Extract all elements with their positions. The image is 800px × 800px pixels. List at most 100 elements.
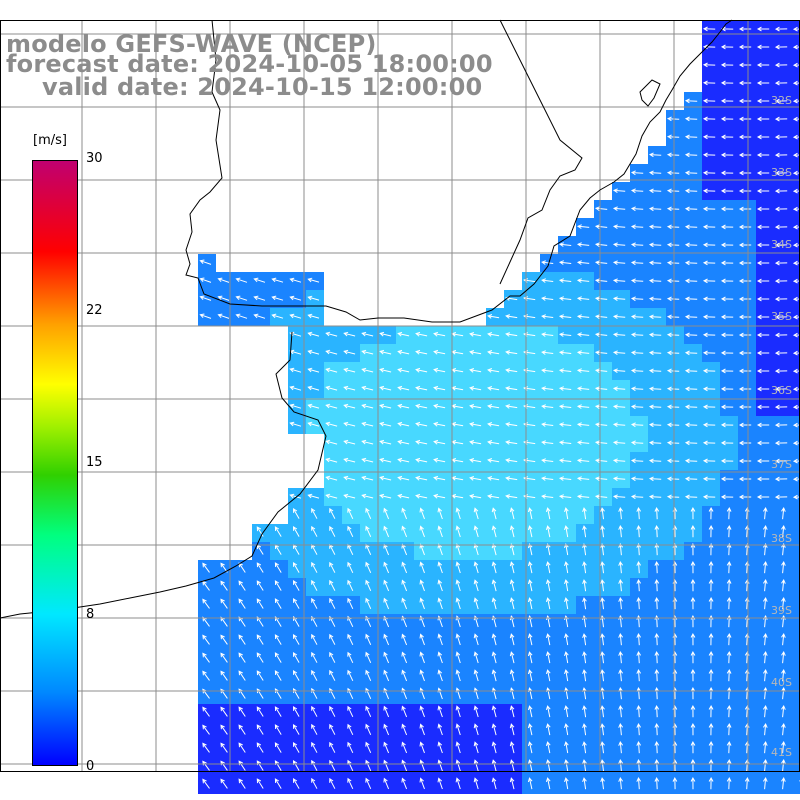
wind-arrow	[756, 188, 770, 194]
wind-arrow	[762, 740, 768, 754]
wind-arrow	[527, 741, 533, 754]
wind-arrow	[202, 562, 210, 573]
wind-arrow	[708, 758, 714, 772]
lat-label: 32S	[771, 94, 792, 107]
wind-arrow	[505, 332, 518, 337]
wind-arrow	[720, 386, 734, 392]
wind-arrow	[473, 669, 479, 682]
wind-arrow	[473, 759, 479, 772]
wind-arrow	[361, 403, 374, 409]
coastline-south	[0, 331, 327, 619]
wind-arrow	[509, 669, 515, 682]
wind-arrow	[527, 507, 533, 520]
wind-arrow	[199, 259, 212, 265]
wind-arrow	[202, 616, 210, 627]
wind-arrow	[558, 476, 572, 481]
wind-arrow	[654, 758, 660, 772]
wind-arrow	[307, 385, 320, 391]
wind-arrow	[558, 278, 572, 283]
wind-arrow	[726, 758, 732, 772]
wind-arrow	[762, 776, 768, 790]
wind-arrow	[564, 597, 569, 610]
wind-arrow	[292, 723, 300, 735]
wind-arrow	[648, 476, 662, 482]
wind-arrow	[576, 404, 590, 409]
lat-label: 41S	[771, 746, 792, 759]
wind-arrow	[397, 349, 410, 355]
lat-lon-grid	[0, 20, 800, 772]
wind-arrow	[576, 332, 590, 337]
wind-arrow	[238, 562, 246, 573]
wind-arrow	[419, 777, 425, 790]
wind-arrow	[419, 525, 425, 538]
wind-arrow	[401, 561, 408, 574]
wind-arrow	[690, 650, 696, 664]
wind-arrow	[756, 116, 770, 122]
wind-arrow	[545, 561, 551, 574]
wind-arrow	[612, 440, 626, 446]
wind-arrow	[325, 439, 338, 445]
wind-arrow	[654, 560, 660, 574]
wind-arrow	[576, 422, 590, 427]
wind-arrow	[455, 543, 461, 556]
wind-arrow	[690, 722, 696, 736]
wind-arrow	[636, 668, 642, 682]
map-title-model: modelo GEFS-WAVE (NCEP)	[6, 30, 377, 58]
wind-arrow	[672, 776, 678, 790]
lat-label: 33S	[771, 166, 792, 179]
wind-arrow	[541, 368, 554, 373]
wind-arrow	[311, 741, 318, 753]
wind-arrow	[582, 561, 587, 574]
wind-arrow	[774, 98, 788, 104]
wind-arrow	[329, 579, 336, 591]
wind-arrow	[564, 543, 569, 556]
wind-arrow	[329, 561, 336, 573]
wind-arrow	[594, 458, 608, 464]
wind-arrow	[738, 314, 752, 320]
wind-arrow	[311, 579, 318, 591]
wind-arrow	[505, 404, 518, 409]
wind-arrow	[690, 740, 696, 754]
wind-arrow	[558, 332, 572, 337]
wind-arrow	[702, 116, 716, 122]
wind-arrow	[379, 349, 392, 355]
wind-arrow	[238, 670, 246, 681]
wind-arrow	[684, 404, 698, 410]
wind-arrow	[774, 440, 788, 446]
wind-arrow	[756, 422, 770, 428]
wind-arrow	[708, 650, 714, 664]
wind-arrow	[256, 652, 264, 663]
wind-arrow	[636, 776, 642, 790]
wind-arrow	[419, 705, 425, 718]
wind-arrow	[630, 386, 644, 392]
wind-arrow	[774, 350, 788, 356]
lat-label: 38S	[771, 532, 792, 545]
wind-arrow	[361, 367, 374, 373]
wind-arrow	[582, 597, 587, 610]
wind-arrow	[756, 314, 770, 320]
wind-arrow	[271, 295, 284, 301]
wind-arrow	[256, 706, 264, 717]
wind-arrow	[274, 778, 282, 789]
wind-arrow	[690, 506, 696, 520]
wind-arrow	[612, 188, 626, 194]
wind-arrow	[329, 705, 336, 717]
wind-arrow	[235, 313, 248, 319]
wind-arrow	[720, 170, 734, 176]
wind-arrow	[654, 704, 660, 718]
wind-arrow	[199, 295, 212, 301]
wind-arrow	[684, 278, 698, 284]
wind-arrow	[220, 580, 228, 591]
wind-arrow	[558, 422, 572, 427]
wind-arrow	[564, 525, 569, 538]
wind-arrow	[738, 296, 752, 302]
wind-arrow	[361, 421, 374, 427]
wind-arrow	[527, 579, 533, 592]
wind-arrow	[491, 543, 497, 556]
wind-arrow	[274, 742, 282, 753]
wind-arrow	[781, 704, 786, 718]
wind-arrow	[433, 439, 446, 445]
wind-arrow	[379, 403, 392, 409]
wind-arrow	[756, 368, 770, 374]
wind-arrow	[781, 542, 786, 556]
